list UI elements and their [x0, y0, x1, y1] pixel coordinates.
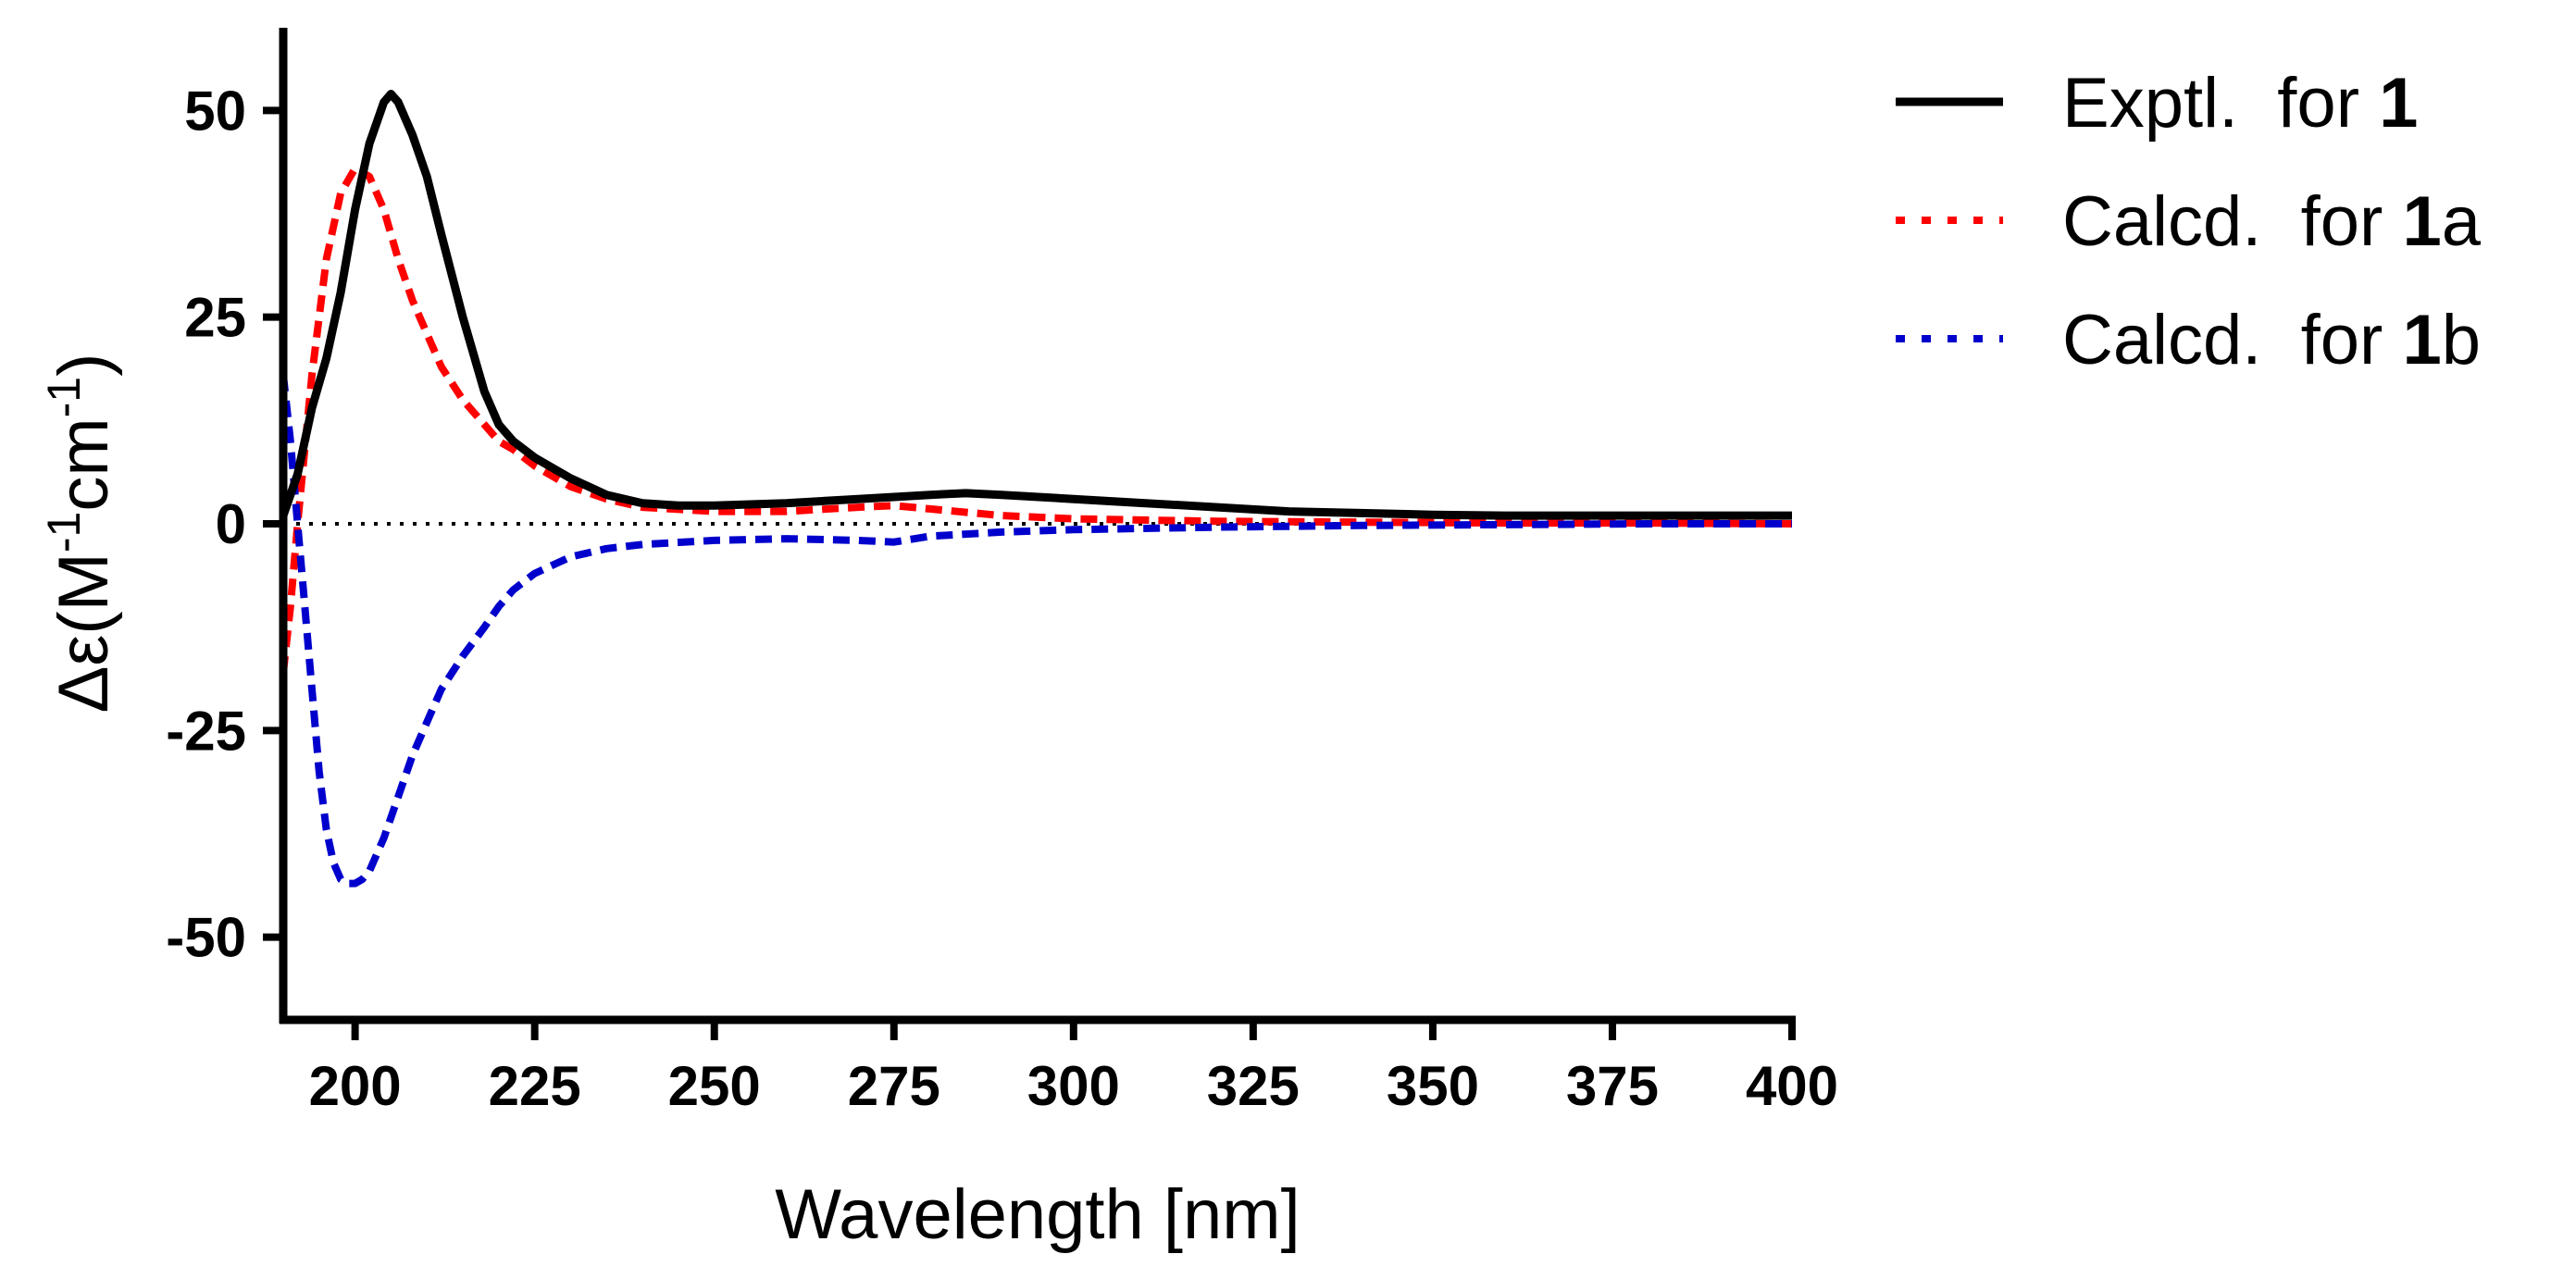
- series-group: [279, 90, 1793, 888]
- y-title-close: ): [44, 354, 123, 377]
- y-tick-label: 0: [216, 493, 246, 555]
- y-title-open: (M: [44, 553, 123, 635]
- y-axis-title: Δε(M-1cm-1): [38, 354, 123, 714]
- legend-label-compound: 1: [2402, 301, 2441, 379]
- x-tick-label: 225: [489, 1055, 581, 1117]
- y-tick-label: -25: [166, 700, 246, 762]
- x-tick-label: 400: [1746, 1055, 1838, 1117]
- plot-area: [279, 90, 1793, 888]
- y-title-mid: cm: [44, 417, 123, 511]
- y-axis-ticks: -50 -25 0 25 50: [166, 80, 283, 969]
- x-tick-label: 375: [1566, 1055, 1659, 1117]
- y-title-symbol: Δε: [44, 635, 123, 714]
- legend-label-1: Exptl. for 1: [2062, 64, 2418, 143]
- x-tick-label: 325: [1207, 1055, 1300, 1117]
- x-tick-label: 275: [848, 1055, 940, 1117]
- y-tick-label: 25: [184, 287, 246, 349]
- y-tick-label: 50: [184, 80, 246, 142]
- x-tick-label: 300: [1027, 1055, 1120, 1117]
- legend-label-suffix: b: [2442, 301, 2481, 379]
- legend-label-compound: 1: [2402, 182, 2441, 261]
- y-title-sup2: -1: [38, 377, 90, 417]
- legend-label-text: Calcd. for: [2062, 182, 2402, 261]
- y-title-sup1: -1: [38, 512, 90, 553]
- legend-label-compound: 1: [2379, 64, 2418, 143]
- y-tick-label: -50: [166, 907, 246, 969]
- legend-label-text: Calcd. for: [2062, 301, 2402, 379]
- x-tick-label: 250: [668, 1055, 761, 1117]
- legend-label-suffix: a: [2442, 182, 2482, 261]
- legend-label-3: Calcd. for 1b: [2062, 301, 2481, 379]
- x-tick-label: 350: [1387, 1055, 1479, 1117]
- series-line-3: [280, 374, 1792, 888]
- legend-label-2: Calcd. for 1a: [2062, 182, 2482, 261]
- legend-label-text: Exptl. for: [2062, 64, 2379, 143]
- x-axis-ticks: 200 225 250 275 300 325 350 375 400: [309, 1020, 1838, 1117]
- series-line-2: [280, 164, 1793, 674]
- series-line-1: [279, 90, 1792, 520]
- x-tick-label: 200: [309, 1055, 402, 1117]
- x-axis-title: Wavelength [nm]: [775, 1175, 1300, 1254]
